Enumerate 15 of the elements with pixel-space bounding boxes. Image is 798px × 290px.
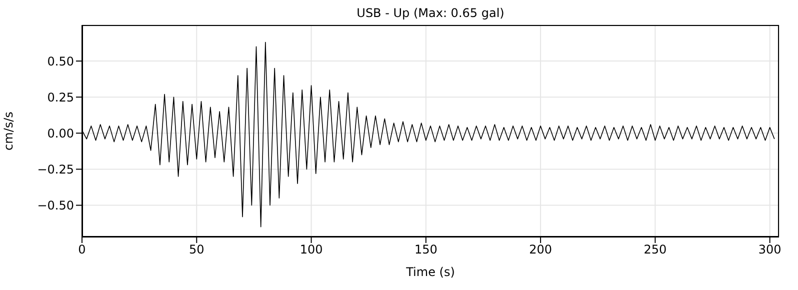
x-tick-label: 0 bbox=[78, 242, 86, 257]
x-tick-label: 100 bbox=[300, 242, 323, 257]
x-axis-title: Time (s) bbox=[405, 265, 455, 279]
chart-title: USB - Up (Max: 0.65 gal) bbox=[356, 6, 506, 20]
x-tick-label: 300 bbox=[758, 242, 782, 257]
y-axis-title: cm/s/s bbox=[1, 112, 16, 150]
y-tick-label: 0.00 bbox=[47, 126, 74, 140]
y-tick-label: 0.50 bbox=[47, 54, 74, 68]
y-tick-label: −0.25 bbox=[37, 162, 74, 176]
y-tick-label: 0.25 bbox=[47, 90, 74, 104]
x-tick-label: 250 bbox=[644, 242, 667, 257]
x-tick-label: 50 bbox=[189, 242, 204, 257]
x-tick-label: 200 bbox=[529, 242, 552, 257]
y-tick-label: −0.50 bbox=[37, 198, 74, 213]
x-tick-label: 150 bbox=[414, 242, 438, 257]
